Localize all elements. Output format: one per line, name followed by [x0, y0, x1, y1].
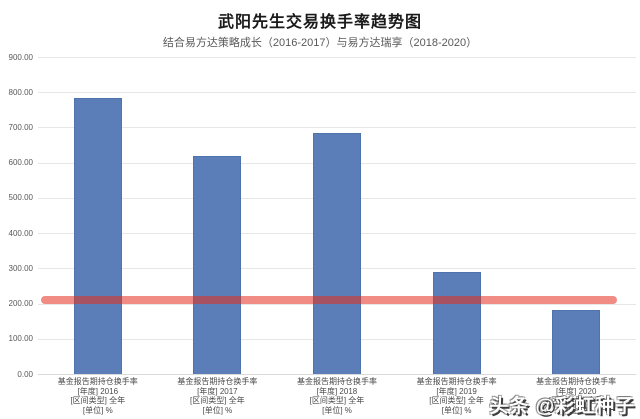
- x-axis-label-line: [年度] 2020: [555, 386, 597, 396]
- gridline: [38, 57, 636, 58]
- x-axis-label-line: [年度] 2018: [316, 386, 358, 396]
- x-axis-label-line: [单位] %: [82, 405, 113, 415]
- y-axis-tick-label: 900.00: [8, 52, 33, 62]
- x-axis-label-line: 基金报告期持仓换手率: [416, 377, 497, 386]
- x-axis-label-line: 基金报告期持仓换手率: [536, 377, 617, 386]
- y-axis-tick-label: 200.00: [8, 299, 33, 309]
- x-axis-label-line: 基金报告期持仓换手率: [57, 377, 138, 386]
- bars-layer: [38, 57, 636, 374]
- bar: [193, 155, 242, 374]
- y-axis-tick-label: 400.00: [8, 228, 33, 238]
- watermark: 头条 @彩虹种子: [489, 396, 635, 417]
- bar-slot: [397, 57, 517, 374]
- x-axis-category-label: 基金报告期持仓换手率 [年度] 2018 [区间类型] 全年 [单位] %: [277, 377, 397, 415]
- y-axis-tick-label: 300.00: [8, 263, 33, 273]
- bar: [312, 132, 361, 374]
- x-axis-label-line: [区间类型] 全年: [70, 396, 126, 405]
- x-axis-label-line: [区间类型] 全年: [309, 396, 365, 405]
- bar: [73, 97, 122, 374]
- bar: [552, 309, 601, 374]
- x-axis-label-line: [年度] 2017: [197, 386, 238, 396]
- gridline: [38, 92, 636, 94]
- x-axis-label-line: [单位] %: [322, 405, 352, 415]
- y-axis-tick-label: 600.00: [8, 158, 33, 168]
- x-axis-label-line: [区间类型] 全年: [548, 396, 604, 405]
- x-axis-label-line: [年度] 2019: [436, 386, 477, 396]
- x-axis-category-label: 基金报告期持仓换手率 [年度] 2016 [区间类型] 全年 [单位] %: [38, 377, 158, 415]
- reference-line: [41, 296, 617, 305]
- x-axis-category-label: 基金报告期持仓换手率 [年度] 2017 [区间类型] 全年 [单位] %: [158, 377, 278, 415]
- x-axis-label-line: 基金报告期持仓换手率: [177, 377, 258, 386]
- bar-slot: [158, 57, 278, 374]
- chart-title: 武阳先生交易换手率趋势图: [217, 14, 422, 31]
- y-axis-tick-label: 0.00: [17, 369, 33, 379]
- bar-slot: [516, 57, 636, 374]
- bar-slot: [38, 57, 158, 374]
- x-axis-label-line: [年度] 2016: [77, 386, 119, 396]
- x-axis-labels: 基金报告期持仓换手率 [年度] 2016 [区间类型] 全年 [单位] % 基金报告期持…: [38, 377, 636, 415]
- y-axis-tick-label: 800.00: [8, 87, 33, 97]
- x-axis-label-line: [区间类型] 全年: [429, 396, 484, 405]
- y-axis-tick-label: 500.00: [8, 193, 33, 203]
- gridline: [38, 127, 636, 129]
- x-axis-category-label: 基金报告期持仓换手率 [年度] 2020 [区间类型] 全年 [单位] %: [516, 377, 636, 415]
- x-axis-category-label: 基金报告期持仓换手率 [年度] 2019 [区间类型] 全年 [单位] %: [397, 377, 517, 415]
- chart-subtitle: 结合易方达策略成长（2016-2017）与易方达瑞享（2018-2020）: [162, 37, 478, 49]
- x-axis-label-line: [单位] %: [561, 405, 592, 415]
- gridline: [38, 374, 636, 375]
- x-axis-label-line: [单位] %: [202, 405, 233, 415]
- x-axis-label-line: 基金报告期持仓换手率: [296, 377, 377, 386]
- y-axis-tick-label: 100.00: [8, 334, 33, 344]
- y-axis-tick-label: 700.00: [8, 122, 33, 132]
- plot-area: [38, 57, 636, 375]
- bar: [432, 271, 481, 374]
- x-axis-label-line: [单位] %: [441, 405, 472, 415]
- bar-slot: [277, 57, 397, 374]
- x-axis-label-line: [区间类型] 全年: [190, 396, 245, 405]
